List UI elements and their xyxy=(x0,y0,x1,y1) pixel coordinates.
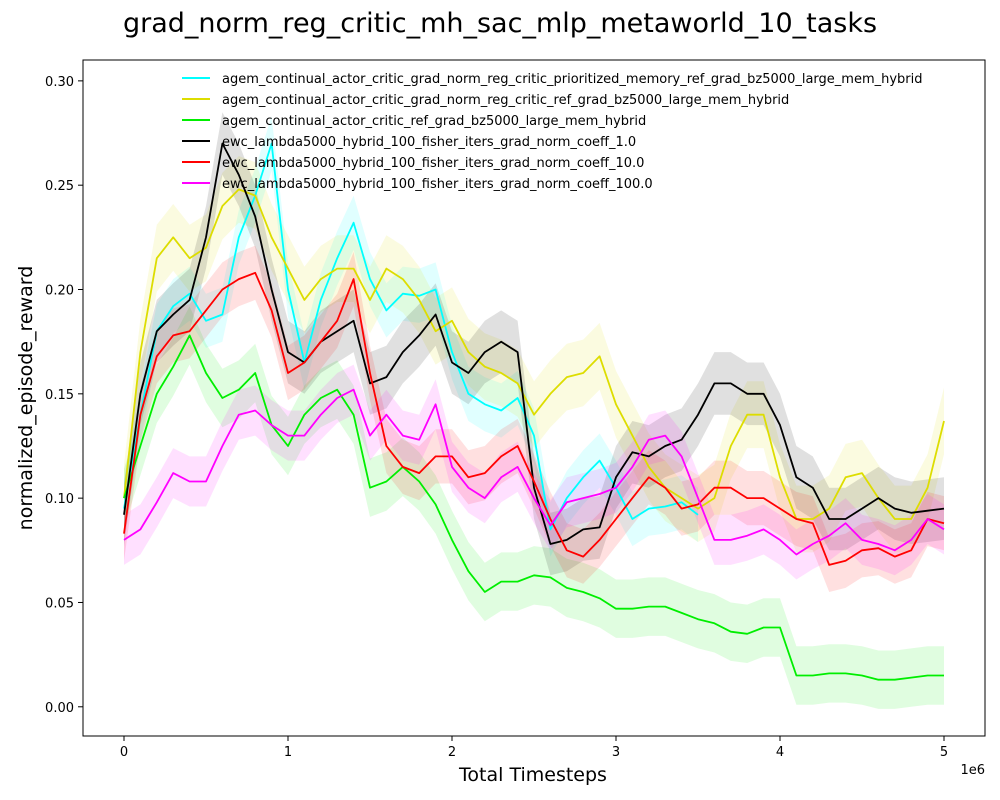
series-1-line xyxy=(123,142,699,531)
legend-entry: ewc_lambda5000_hybrid_100_fisher_iters_g… xyxy=(222,177,653,192)
series-2-band xyxy=(124,156,944,553)
legend: agem_continual_actor_critic_grad_norm_re… xyxy=(182,72,923,192)
legend-entry: agem_continual_actor_critic_ref_grad_bz5… xyxy=(222,114,646,129)
x-axis-ticks: 0 1 2 3 4 5 xyxy=(120,736,948,760)
x-tick-label: 5 xyxy=(940,745,948,760)
series-5-line xyxy=(123,271,945,566)
legend-entry: agem_continual_actor_critic_grad_norm_re… xyxy=(222,93,789,108)
series-4-line xyxy=(123,142,945,545)
y-tick-label: 0.05 xyxy=(45,596,74,611)
y-tick-label: 0.10 xyxy=(45,492,74,507)
x-tick-label: 2 xyxy=(448,745,456,760)
series-2-line xyxy=(123,188,945,520)
x-tick-label: 3 xyxy=(612,745,620,760)
y-tick-label: 0.30 xyxy=(45,75,74,90)
series-3-line xyxy=(123,334,944,681)
y-axis-ticks: 0.00 0.05 0.10 0.15 0.20 0.25 0.30 xyxy=(45,75,83,716)
series-6-line xyxy=(123,388,945,556)
y-tick-label: 0.00 xyxy=(45,701,74,716)
series-1-band xyxy=(124,116,698,557)
chart-title: grad_norm_reg_critic_mh_sac_mlp_metaworl… xyxy=(123,8,877,39)
x-axis-label: Total Timesteps xyxy=(458,764,607,786)
series-6-band xyxy=(124,364,944,580)
x-axis-offset-text: 1e6 xyxy=(960,763,985,778)
x-tick-label: 0 xyxy=(120,745,128,760)
y-tick-label: 0.15 xyxy=(45,388,74,403)
series-lines xyxy=(123,142,945,681)
plot-frame xyxy=(82,59,986,737)
x-tick-label: 1 xyxy=(284,745,292,760)
x-tick-label: 4 xyxy=(776,745,784,760)
legend-entry: agem_continual_actor_critic_grad_norm_re… xyxy=(222,72,923,87)
legend-entry: ewc_lambda5000_hybrid_100_fisher_iters_g… xyxy=(222,135,636,150)
legend-entry: ewc_lambda5000_hybrid_100_fisher_iters_g… xyxy=(222,156,644,171)
y-tick-label: 0.20 xyxy=(45,284,74,299)
y-tick-label: 0.25 xyxy=(45,179,74,194)
y-axis-label: normalized_episode_reward xyxy=(15,266,37,531)
